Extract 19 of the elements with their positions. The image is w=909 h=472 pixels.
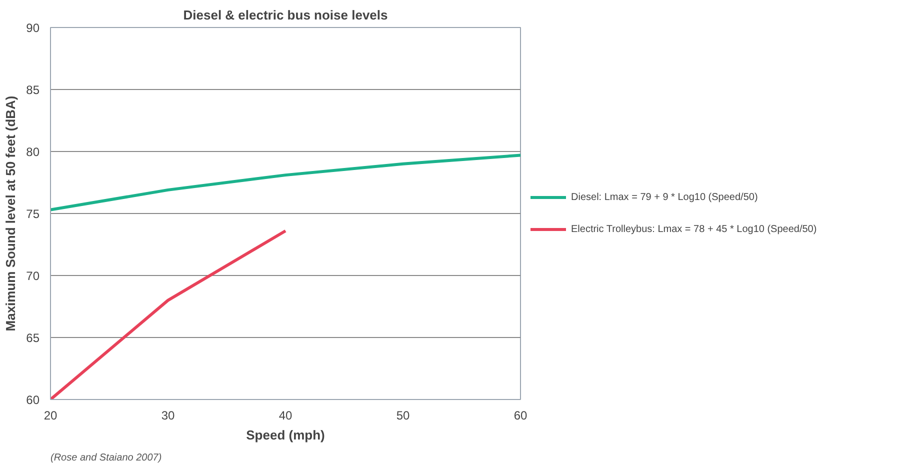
text: (Rose and Staiano 2007) — [50, 452, 162, 464]
y-axis-title: Maximum Sound level at 50 feet (dBA) — [3, 96, 18, 332]
x-tick-label: 50 — [396, 408, 410, 422]
y-tick-label: 85 — [26, 83, 40, 97]
y-tick-label: 75 — [26, 207, 40, 221]
legend-label: Electric Trolleybus: Lmax = 78 + 45 * Log10 (Speed/50) — [571, 224, 817, 234]
y-tick-label: 60 — [26, 393, 40, 407]
x-tick-label: 30 — [161, 408, 175, 422]
y-tick-label: 80 — [26, 145, 40, 159]
x-axis-title: Speed (mph) — [246, 428, 325, 442]
y-tick-label: 70 — [26, 269, 40, 283]
x-tick-label: 20 — [44, 408, 58, 422]
chart-title: Diesel & electric bus noise levels — [183, 8, 388, 22]
line-series — [50, 154, 520, 212]
x-tick-label: 40 — [278, 408, 292, 422]
y-tick-label: 65 — [26, 331, 40, 345]
y-tick-label: 90 — [26, 21, 40, 35]
x-tick-label: 60 — [514, 408, 528, 422]
legend-label: Diesel: Lmax = 79 + 9 * Log10 (Speed/50) — [571, 192, 758, 202]
